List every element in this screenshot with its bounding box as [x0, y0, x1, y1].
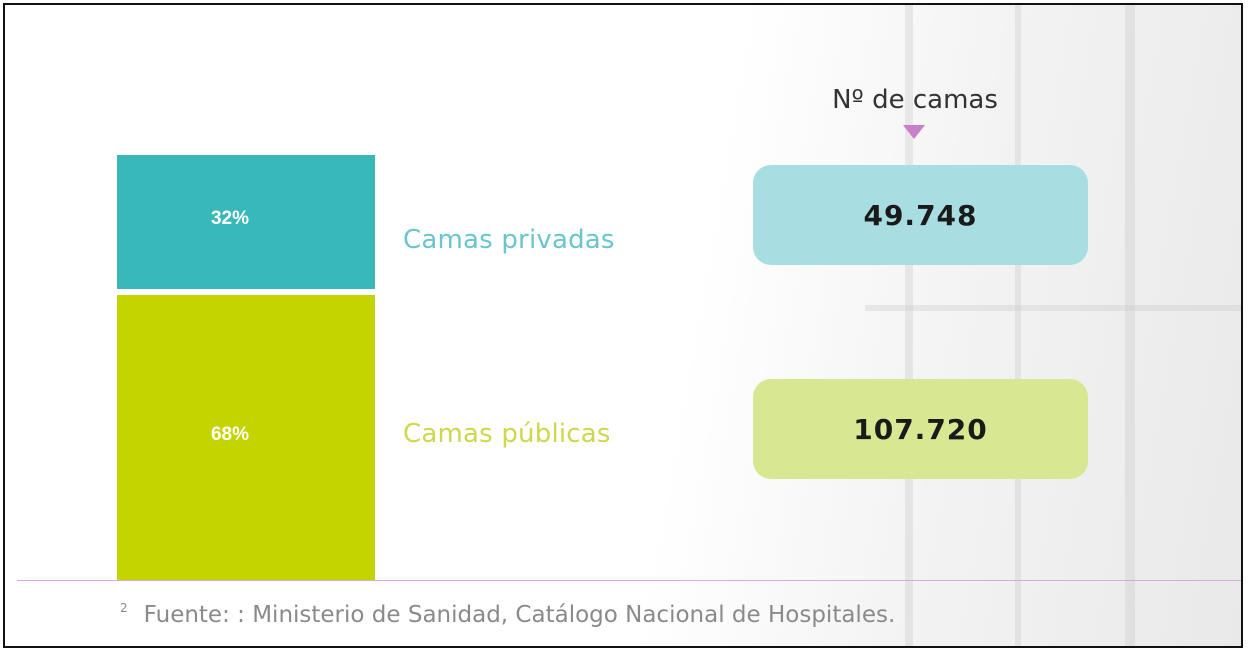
background-decoration: [1125, 5, 1135, 646]
footnote-text: Fuente: : Ministerio de Sanidad, Catálog…: [143, 602, 896, 628]
chart-frame: 32% 68% Camas privadas Camas públicas Nº …: [3, 3, 1243, 648]
legend-label-public: Camas públicas: [403, 419, 611, 449]
background-decoration: [1015, 5, 1021, 646]
value-box-private: 49.748: [753, 165, 1088, 265]
footnote-divider: [17, 580, 1241, 581]
value-column-header: Nº de camas: [832, 85, 998, 115]
bar-segment-public: 68%: [117, 295, 375, 580]
percent-label-private: 32%: [210, 208, 250, 229]
value-box-public: 107.720: [753, 379, 1088, 479]
value-label-private: 49.748: [863, 198, 978, 232]
bar-segment-private: 32%: [117, 155, 375, 289]
value-label-public: 107.720: [853, 412, 988, 446]
background-decoration: [905, 5, 913, 646]
background-decoration: [865, 305, 1241, 311]
percent-label-public: 68%: [210, 424, 250, 445]
stacked-bar: 32% 68%: [117, 155, 375, 580]
down-arrow-icon: [903, 125, 925, 139]
legend-label-private: Camas privadas: [403, 225, 615, 255]
footnote-marker: 2: [120, 601, 128, 615]
footnote: 2 Fuente: : Ministerio de Sanidad, Catálo…: [120, 601, 895, 628]
